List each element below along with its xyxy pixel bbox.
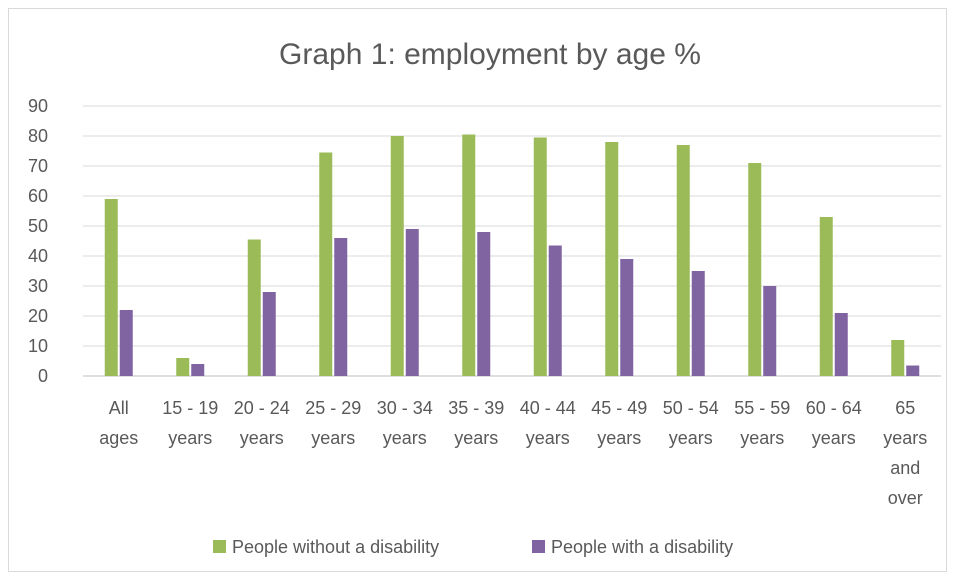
bar-without-disability [748,163,762,376]
bar-without-disability [891,340,905,376]
y-tick-label: 80 [28,126,48,146]
bar-without-disability [676,145,690,376]
x-tick-label: 25 - 29 years [305,398,361,448]
y-tick-label: 10 [28,336,48,356]
bar-without-disability [104,199,118,376]
bar-with-disability [906,365,920,376]
bar-with-disability [691,271,705,376]
bar-with-disability [191,364,205,376]
bar-with-disability [477,232,491,376]
bar-with-disability [119,310,133,376]
legend-swatch [213,540,226,553]
bar-with-disability [334,238,348,376]
bar-without-disability [247,239,261,376]
bar-with-disability [405,229,419,376]
bar-without-disability [176,358,190,376]
y-tick-label: 50 [28,216,48,236]
bar-without-disability [605,142,619,376]
y-tick-label: 60 [28,186,48,206]
bar-without-disability [819,217,833,376]
x-tick-label: All ages [99,398,138,448]
bar-without-disability [319,152,333,376]
legend-swatch [532,540,545,553]
chart-title: Graph 1: employment by age % [279,38,701,71]
x-tick-label: 40 - 44 years [520,398,576,448]
x-tick-label: 60 - 64 years [806,398,862,448]
x-tick-label: 55 - 59 years [734,398,790,448]
bar-with-disability [262,292,276,376]
bars [104,134,920,376]
legend-label: People with a disability [551,537,733,557]
y-axis-ticks: 0 10 20 30 40 50 60 70 80 90 [28,96,48,386]
bar-with-disability [548,245,562,376]
bar-without-disability [390,136,404,376]
bar-without-disability [462,134,476,376]
y-tick-label: 20 [28,306,48,326]
gridlines [83,105,941,377]
x-tick-label: 50 - 54 years [663,398,719,448]
bar-with-disability [834,313,848,376]
x-tick-label: 45 - 49 years [591,398,647,448]
x-tick-label: 30 - 34 years [377,398,433,448]
bar-with-disability [620,259,634,376]
y-tick-label: 70 [28,156,48,176]
legend: People without a disability People with a… [213,537,733,557]
x-tick-label: 65 years and over [883,398,927,508]
y-tick-label: 90 [28,96,48,116]
y-tick-label: 30 [28,276,48,296]
x-tick-label: 35 - 39 years [448,398,504,448]
x-tick-label: 20 - 24 years [234,398,290,448]
x-axis-ticks: All ages 15 - 19 years 20 - 24 years 25 - 29 ye… [99,398,927,508]
bar-with-disability [763,286,777,376]
bar-without-disability [533,137,547,376]
x-tick-label: 15 - 19 years [162,398,218,448]
y-tick-label: 40 [28,246,48,266]
y-tick-label: 0 [38,366,48,386]
legend-label: People without a disability [232,537,439,557]
